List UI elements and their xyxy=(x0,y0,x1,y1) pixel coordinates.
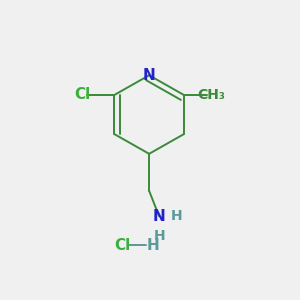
Text: Cl: Cl xyxy=(114,238,131,253)
Text: Cl: Cl xyxy=(74,87,90,102)
Text: N: N xyxy=(153,209,165,224)
Text: H: H xyxy=(153,229,165,243)
Text: H: H xyxy=(146,238,159,253)
Text: N: N xyxy=(143,68,155,83)
Text: CH₃: CH₃ xyxy=(198,88,225,102)
Text: H: H xyxy=(171,209,183,223)
